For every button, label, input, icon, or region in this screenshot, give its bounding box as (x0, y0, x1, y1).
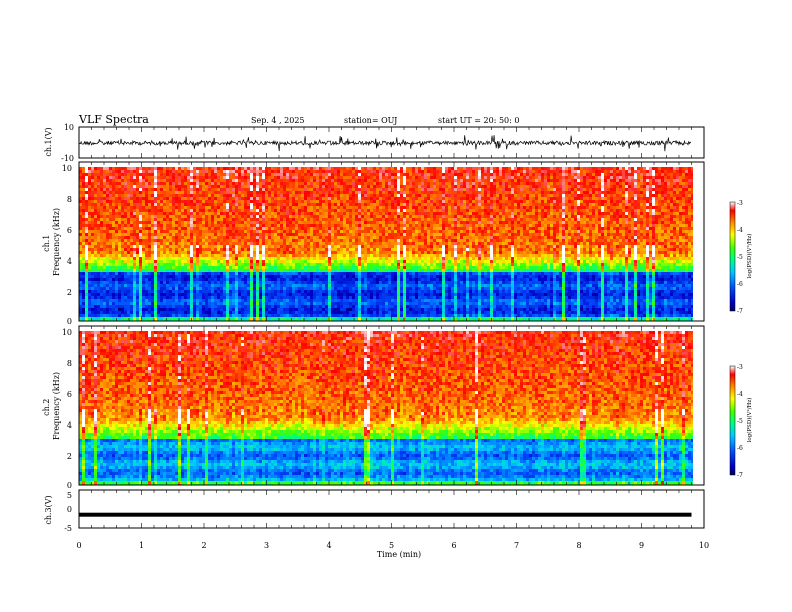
x-tick-label: 1 (139, 541, 144, 550)
ch1-waveform-line (78, 135, 692, 152)
ch2-cb-tick-3: -6 (737, 445, 743, 452)
ch1-spec-ytick-4: 4 (67, 257, 72, 266)
ch2-spec-ytick-6: 6 (67, 390, 72, 399)
x-tick-label: 2 (201, 541, 206, 550)
ch2-spectrogram-image (79, 331, 693, 485)
ch3-ytick-top: 5 (67, 491, 72, 500)
ch3-waveform-panel: 5 0 -5 ch.3(V) (44, 489, 705, 533)
ch1-spectrogram-image (79, 167, 693, 321)
ch1-cb-tick-2: -5 (737, 254, 743, 261)
ch2-cb-tick-2: -5 (737, 418, 743, 425)
ch1-waveform-panel: 10 -10 ch.1(V) (44, 123, 705, 163)
ch2-spectrogram-panel: 0 2 4 6 8 10 ch.2 Frequency (kHz) -3 -4 … (42, 325, 753, 490)
ch2-spec-ylabel-line1: ch.2 (42, 399, 51, 416)
ch3-ticks (78, 490, 705, 528)
ch1-ticks (78, 127, 705, 158)
x-tick-label: 0 (76, 541, 81, 550)
ch1-spectrogram-panel: 0 2 4 6 8 10 ch.1 Frequency (kHz) -3 -4 … (42, 161, 753, 326)
ch1-spec-yticklabels: 0 2 4 6 8 10 (62, 164, 72, 326)
ch3-ytick-bottom: -5 (64, 524, 72, 533)
figure-title: VLF Spectra (78, 113, 149, 126)
ch2-spec-ylabel-line2: Frequency (kHz) (52, 372, 61, 440)
x-tick-label: 7 (514, 541, 519, 550)
x-axis-label: Time (min) (377, 550, 421, 559)
ch1-cb-tick-1: -4 (737, 227, 743, 234)
start-time-label: start UT = 20: 50: 0 (438, 116, 519, 125)
ch1-spec-ylabel-line2: Frequency (kHz) (52, 208, 61, 276)
ch1-spec-ytick-2: 2 (67, 288, 72, 297)
ch1-cb-tick-0: -3 (737, 200, 743, 207)
ch1-spec-ticks (78, 162, 705, 321)
ch1-spec-ylabel-line1: ch.1 (42, 235, 51, 252)
ch2-spec-yticklabels: 0 2 4 6 8 10 (62, 328, 72, 490)
ch2-spec-ytick-2: 2 (67, 452, 72, 461)
ch3-constant-line (79, 512, 692, 517)
ch1-spec-ytick-0: 0 (67, 317, 72, 326)
ch1-spec-ylabel: ch.1 Frequency (kHz) (42, 208, 61, 276)
ch2-cb-tick-4: -7 (737, 472, 743, 479)
x-tick-label: 3 (264, 541, 269, 550)
ch1-spec-ytick-6: 6 (67, 226, 72, 235)
ch1-ytick-top: 10 (64, 123, 74, 132)
date-label: Sep. 4 , 2025 (251, 116, 305, 125)
ch1-cb-label: log(PSD)(V²/Hz) (746, 234, 753, 279)
x-tick-label: 5 (389, 541, 394, 550)
ch1-ylabel: ch.1(V) (44, 127, 53, 156)
ch2-spec-ylabel: ch.2 Frequency (kHz) (42, 372, 61, 440)
ch3-frame (78, 489, 705, 529)
ch1-colorbar: -3 -4 -5 -6 -7 log(PSD)(V²/Hz) (729, 200, 753, 315)
ch1-spec-ytick-8: 8 (67, 195, 72, 204)
ch2-spec-ticks (78, 326, 705, 485)
ch2-colorbar: -3 -4 -5 -6 -7 log(PSD)(V²/Hz) (729, 364, 753, 479)
station-label: station= OUJ (344, 116, 397, 125)
ch2-spec-ytick-0: 0 (67, 481, 72, 490)
ch2-cb-tick-0: -3 (737, 364, 743, 371)
ch2-cb-label: log(PSD)(V²/Hz) (746, 398, 753, 443)
ch2-spec-ytick-10: 10 (62, 328, 72, 337)
x-tick-labels: 0 1 2 3 4 5 6 7 8 9 10 (76, 541, 709, 550)
x-tick-label: 6 (451, 541, 456, 550)
ch2-spec-ytick-8: 8 (67, 359, 72, 368)
x-tick-label: 4 (326, 541, 331, 550)
ch2-cb-tick-1: -4 (737, 391, 743, 398)
ch3-ylabel: ch.3(V) (44, 495, 53, 524)
ch1-cb-tick-4: -7 (737, 308, 743, 315)
x-tick-label: 8 (576, 541, 581, 550)
ch1-cb-tick-3: -6 (737, 281, 743, 288)
ch1-spec-ytick-10: 10 (62, 164, 72, 173)
ch2-spec-ytick-4: 4 (67, 421, 72, 430)
ch3-ytick-mid: 0 (67, 505, 72, 514)
x-tick-label: 9 (639, 541, 644, 550)
ch1-ytick-bottom: -10 (61, 154, 74, 163)
x-tick-label: 10 (699, 541, 709, 550)
